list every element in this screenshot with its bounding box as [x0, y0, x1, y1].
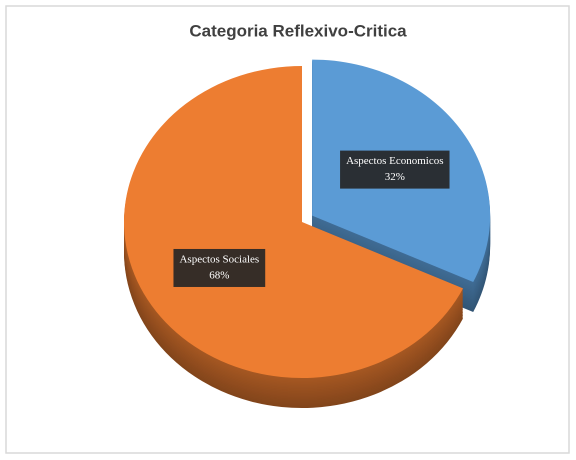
label-category: Aspectos Sociales [179, 254, 259, 266]
chart-title: Categoria Reflexivo-Critica [189, 21, 407, 40]
label-box [173, 248, 266, 287]
label-value: 68% [209, 270, 229, 282]
label-box [340, 150, 450, 189]
label-value: 32% [385, 171, 405, 183]
pie-slice [123, 66, 464, 378]
label-category: Aspectos Economicos [346, 155, 443, 167]
data-labels: Aspectos Economicos 32% Aspectos Sociales 6… [173, 150, 450, 287]
